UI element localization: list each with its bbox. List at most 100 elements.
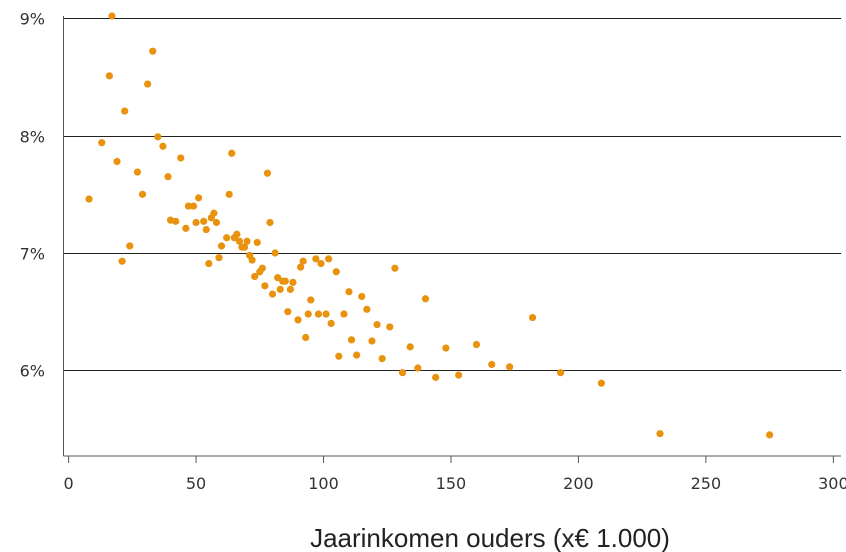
data-point xyxy=(261,282,269,290)
data-point xyxy=(312,255,320,263)
data-point xyxy=(358,292,366,301)
data-point xyxy=(108,12,116,20)
data-point xyxy=(253,238,261,247)
y-tick-label: 7% xyxy=(20,245,45,264)
data-point xyxy=(85,195,93,203)
data-point xyxy=(286,285,294,293)
data-point xyxy=(133,168,142,176)
data-point xyxy=(373,320,381,329)
data-point xyxy=(121,107,129,115)
data-point xyxy=(332,268,340,276)
x-ticks: 0 50 100 150 200 250 300 xyxy=(64,456,846,493)
data-point xyxy=(335,352,343,360)
data-point xyxy=(340,310,348,318)
data-point xyxy=(105,72,113,80)
data-point xyxy=(258,264,266,272)
data-point xyxy=(406,343,414,351)
data-point xyxy=(233,230,241,238)
data-point xyxy=(235,237,243,245)
data-point xyxy=(159,142,167,150)
data-point xyxy=(266,218,274,227)
data-point xyxy=(322,310,330,318)
data-point xyxy=(506,363,514,371)
data-point xyxy=(205,259,213,268)
y-tick-label: 9% xyxy=(20,10,45,29)
data-point xyxy=(243,237,251,245)
data-point xyxy=(149,47,157,55)
data-point xyxy=(528,313,537,322)
data-point xyxy=(195,194,203,202)
x-tick-label: 100 xyxy=(308,474,339,493)
data-point xyxy=(144,80,152,88)
data-point xyxy=(386,323,394,331)
y-tick-labels: 6% 7% 8% 9% xyxy=(20,10,45,381)
data-point xyxy=(177,154,185,162)
data-point xyxy=(164,173,172,181)
data-points xyxy=(85,12,774,439)
data-point xyxy=(274,274,282,282)
data-point xyxy=(421,295,430,303)
x-axis-title: Jaarinkomen ouders (x€ 1.000) xyxy=(310,523,670,552)
data-point xyxy=(240,243,249,251)
data-point xyxy=(210,209,218,217)
y-tick-label: 6% xyxy=(20,362,45,381)
data-point xyxy=(284,308,292,316)
data-point xyxy=(314,310,323,318)
data-point xyxy=(391,264,399,272)
data-point xyxy=(182,224,190,232)
data-point xyxy=(263,169,272,177)
data-point xyxy=(172,217,180,225)
data-point xyxy=(347,336,356,344)
data-point xyxy=(189,202,198,210)
data-point xyxy=(353,351,361,359)
data-point xyxy=(281,277,289,285)
data-point xyxy=(268,290,277,298)
data-point xyxy=(192,218,200,227)
data-point xyxy=(215,254,223,262)
x-tick-label: 150 xyxy=(436,474,467,493)
data-point xyxy=(118,257,126,265)
data-point xyxy=(184,202,193,210)
data-point xyxy=(299,257,307,265)
data-point xyxy=(304,310,312,318)
x-tick-label: 50 xyxy=(186,474,206,493)
data-point xyxy=(217,242,226,250)
data-point xyxy=(325,255,333,263)
data-point xyxy=(432,373,440,381)
data-point xyxy=(363,305,371,313)
data-point xyxy=(200,217,208,225)
x-tick-label: 300 xyxy=(818,474,846,493)
data-point xyxy=(294,316,302,324)
data-point xyxy=(307,296,315,304)
data-point xyxy=(228,149,236,157)
data-point xyxy=(656,430,664,438)
data-point xyxy=(414,364,422,372)
data-point xyxy=(154,133,162,141)
data-point xyxy=(327,319,335,328)
data-point xyxy=(113,157,121,166)
data-point xyxy=(442,344,450,352)
data-point xyxy=(455,371,463,379)
data-point xyxy=(317,259,325,268)
y-tick-label: 8% xyxy=(20,128,45,147)
x-tick-label: 0 xyxy=(64,474,74,493)
data-point xyxy=(138,190,147,198)
data-point xyxy=(223,234,231,242)
gridlines xyxy=(63,18,841,371)
data-point xyxy=(251,272,259,281)
data-point xyxy=(289,278,297,286)
data-point xyxy=(766,431,774,439)
x-tick-label: 250 xyxy=(691,474,722,493)
data-point xyxy=(378,355,386,363)
data-point xyxy=(202,225,210,234)
x-tick-label: 200 xyxy=(563,474,594,493)
data-point xyxy=(296,263,305,271)
data-point xyxy=(398,369,407,377)
data-point xyxy=(225,190,233,198)
data-point xyxy=(98,139,106,147)
data-point xyxy=(488,360,496,369)
data-point xyxy=(302,333,310,342)
data-point xyxy=(345,288,353,296)
data-point xyxy=(276,285,284,293)
